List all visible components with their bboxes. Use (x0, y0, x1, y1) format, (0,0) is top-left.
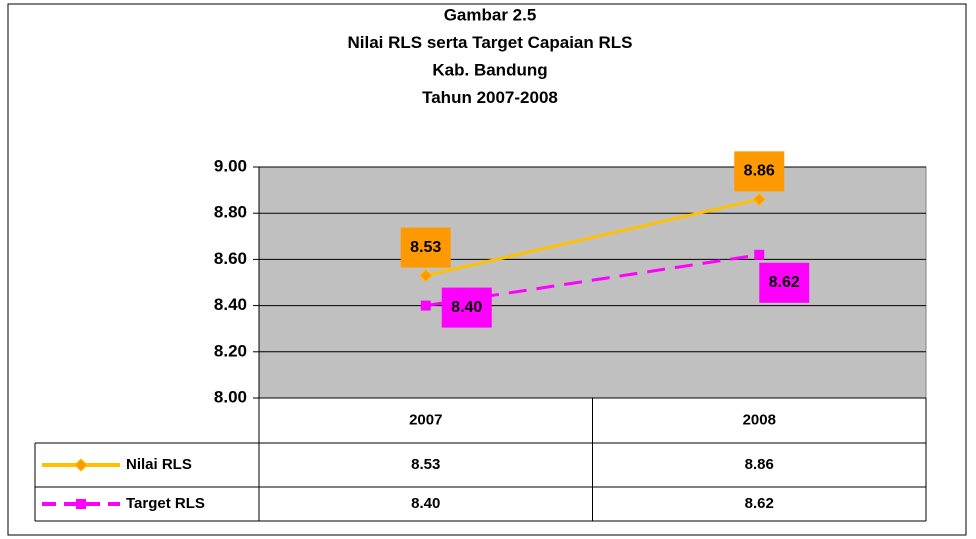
point (420, 300, 431, 311)
value-label: 8.86 (744, 163, 775, 180)
series-line (425, 197, 760, 278)
point (752, 192, 766, 207)
point (754, 249, 765, 260)
x-tick-label: 2008 (743, 411, 776, 428)
legend-marker (74, 458, 88, 472)
y-tick-label: 8.40 (214, 295, 247, 314)
table-cell: 8.62 (745, 495, 774, 512)
value-label: 8.53 (410, 239, 441, 256)
table-cell: 8.40 (411, 495, 440, 512)
x-tick-label: 2007 (409, 411, 442, 428)
y-tick-label: 8.00 (214, 387, 247, 406)
y-tick-label: 9.00 (214, 156, 247, 175)
chart-title: Gambar 2.5 (444, 5, 537, 24)
legend-label: Nilai RLS (126, 456, 192, 473)
table-cell: 8.53 (411, 456, 440, 473)
table-cell: 8.86 (745, 456, 774, 473)
legend-label: Target RLS (126, 495, 205, 512)
y-tick-label: 8.80 (214, 203, 247, 222)
value-label-box (734, 151, 785, 192)
chart-title: Tahun 2007-2008 (422, 88, 558, 107)
value-label: 8.40 (451, 299, 482, 316)
point (419, 268, 433, 283)
value-label-box (441, 287, 492, 328)
y-tick-label: 8.20 (214, 341, 247, 360)
value-label-box (759, 262, 810, 303)
legend-marker (76, 499, 86, 509)
chart-title: Nilai RLS serta Target Capaian RLS (348, 33, 633, 52)
value-label-box (400, 227, 451, 268)
plot-area (258, 166, 927, 399)
chart-title: Kab. Bandung (432, 60, 547, 79)
value-label: 8.62 (769, 274, 800, 291)
y-tick-label: 8.60 (214, 249, 247, 268)
